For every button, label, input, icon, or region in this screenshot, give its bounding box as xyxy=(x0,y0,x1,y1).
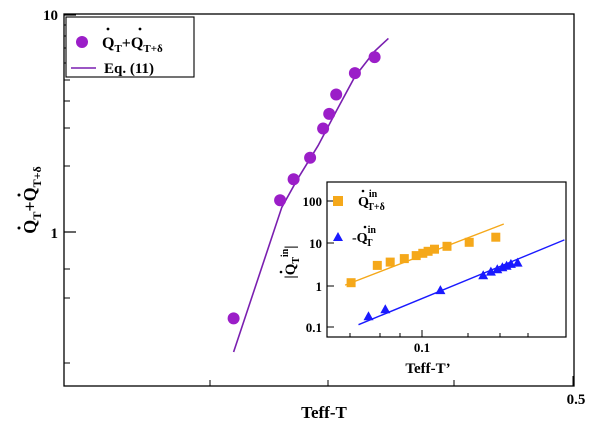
dot-accent xyxy=(279,270,283,274)
main-y-axis-label: QT+QT+δ xyxy=(17,166,44,234)
inset-square-point xyxy=(491,232,501,242)
inset-square-point xyxy=(346,278,356,288)
inset-triangle-point xyxy=(363,311,374,321)
data-point xyxy=(287,173,300,186)
legend-entry-fit: Eq. (11) xyxy=(104,61,154,77)
main-legend: QT+QT+δ Eq. (11) xyxy=(65,16,195,78)
main-y-tick-label-1: 1 xyxy=(51,226,59,242)
main-x-axis xyxy=(209,376,574,386)
data-point xyxy=(227,312,240,325)
dot-accent xyxy=(17,226,21,230)
dot-accent xyxy=(17,193,21,197)
inset-square-point xyxy=(372,260,382,270)
dot-accent xyxy=(363,225,367,229)
main-legend-box xyxy=(65,16,195,78)
dot-accent xyxy=(106,27,110,31)
inset-square-point xyxy=(442,241,452,251)
main-x-axis-label: Teff-T xyxy=(301,403,347,422)
inset-x-axis xyxy=(349,330,529,337)
main-data-points xyxy=(227,51,381,325)
legend-square-marker xyxy=(333,196,343,206)
inset-x-axis-label: Teff-T’ xyxy=(405,361,450,377)
data-point xyxy=(368,51,381,64)
main-plot-frame xyxy=(63,13,575,387)
inset-square-point xyxy=(430,244,439,254)
inset-square-point xyxy=(464,237,474,247)
inset-triangle-point xyxy=(512,257,523,267)
inset-square-point xyxy=(385,257,395,267)
legend-triangle-marker xyxy=(333,232,343,241)
inset-triangle-point xyxy=(435,285,446,295)
data-point xyxy=(274,194,287,207)
inset-triangle-point xyxy=(478,270,489,280)
inset-triangle-point xyxy=(485,266,496,276)
inset-y-axis-label-text: |QTin| xyxy=(280,245,302,278)
data-point xyxy=(330,88,343,101)
data-point xyxy=(348,67,361,80)
inset-y-axis xyxy=(327,200,334,328)
dot-accent xyxy=(361,189,365,193)
main-y-axis-label-text: QT+QT+δ xyxy=(20,166,44,233)
inset-y-tick-label-10: 10 xyxy=(309,236,322,251)
main-x-tick-label: 0.5 xyxy=(567,392,586,408)
inset-square-point xyxy=(411,251,421,261)
data-point xyxy=(317,122,330,135)
inset-y-tick-label-100: 100 xyxy=(303,194,323,209)
inset-square-point xyxy=(423,246,433,256)
inset-fit-blue xyxy=(358,239,565,326)
main-y-tick-label-10: 10 xyxy=(43,8,58,24)
inset-x-tick-label: 0.1 xyxy=(414,340,430,355)
inset-y-axis-label: |QTin| xyxy=(279,245,302,279)
dot-accent xyxy=(138,27,142,31)
inset-y-tick-label-0.1: 0.1 xyxy=(306,320,322,335)
inset-square-point xyxy=(418,248,428,258)
legend-circle-marker xyxy=(76,36,88,48)
inset-triangle-point xyxy=(380,304,391,314)
inset-plot-frame xyxy=(326,181,567,338)
data-point xyxy=(304,151,317,164)
inset-data-points xyxy=(346,232,523,321)
inset-y-tick-label-1: 1 xyxy=(316,279,323,294)
data-point xyxy=(323,107,336,120)
inset-square-point xyxy=(399,254,409,264)
